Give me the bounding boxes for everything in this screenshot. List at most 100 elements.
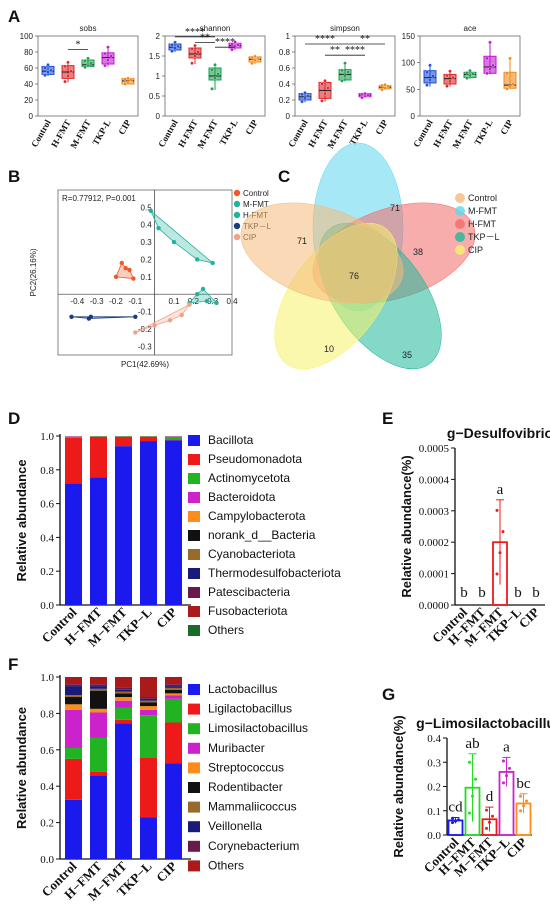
venn-legend-marker: [455, 219, 465, 229]
stacked-segment: [140, 715, 157, 758]
box-point: [106, 58, 110, 62]
pcoa-ytick-label: 0.2: [141, 255, 153, 264]
box-title: shannon: [200, 24, 231, 33]
venn-legend-marker: [455, 232, 465, 242]
box-point: [363, 91, 367, 96]
stacked-segment: [115, 723, 132, 859]
box-point: [230, 47, 234, 52]
stacked-segment: [65, 437, 82, 484]
box-point: [216, 72, 220, 76]
stacked-segment: [165, 689, 182, 694]
box-ytick-label: 0: [29, 112, 34, 121]
box-point: [103, 51, 107, 56]
stacked-segment: [90, 684, 107, 687]
stacked-segment: [90, 712, 107, 738]
bar-ylabel: Relative abundance(%): [391, 715, 406, 857]
stacked-legend-label: Veillonella: [208, 819, 262, 833]
box-title: simpson: [330, 24, 360, 33]
stacked-segment: [115, 689, 132, 692]
bar-point: [474, 777, 477, 781]
stacked-segment: [140, 698, 157, 701]
pcoa-legend-marker: [233, 233, 241, 241]
stacked-segment: [140, 817, 157, 859]
stacked-segment: [90, 686, 107, 689]
box-category-label: CIP: [116, 118, 133, 137]
bar-category-label: CIP: [516, 604, 542, 630]
stacked-ytick-label: 0.2: [40, 818, 54, 830]
stacked-segment: [90, 775, 107, 859]
box-point: [360, 92, 364, 97]
venn-legend-marker: [455, 245, 465, 255]
stacked-legend-swatch: [188, 762, 200, 774]
pcoa-legend-marker: [233, 211, 241, 219]
box-ytick-label: 0: [411, 112, 416, 121]
bar-point: [525, 799, 528, 803]
bar-title: g−Desulfovibrio: [447, 425, 550, 441]
box-point: [126, 80, 130, 85]
stacked-segment: [65, 684, 82, 687]
box-point: [320, 82, 324, 86]
box-point: [326, 86, 330, 90]
box-point: [488, 40, 492, 45]
pcoa-point: [171, 239, 177, 245]
bar-point: [522, 804, 525, 808]
stacked-segment: [115, 719, 132, 724]
box-ytick-label: 1: [156, 72, 161, 81]
venn-legend-label: TKP－L: [468, 232, 500, 242]
box-point: [210, 68, 214, 72]
box-point: [445, 73, 449, 78]
panel-label-B: B: [8, 167, 20, 186]
bar-point: [502, 759, 505, 763]
box-point: [106, 45, 110, 49]
panel-label-G: G: [382, 685, 395, 704]
box-point: [445, 84, 449, 88]
bar-point: [485, 808, 488, 812]
box-ytick-label: 60: [24, 64, 33, 73]
box-point: [190, 47, 194, 51]
pcoa-point: [179, 312, 184, 318]
stacked-segment: [140, 436, 157, 442]
bar-point: [501, 530, 505, 534]
bar-point: [457, 818, 460, 822]
bar-point: [485, 826, 488, 830]
box-significance-label: ****: [315, 34, 335, 45]
box-ytick-label: 2: [156, 32, 161, 41]
pcoa-xlabel: PC1(42.69%): [121, 360, 169, 369]
box-point: [468, 68, 472, 73]
box-point: [485, 71, 489, 76]
pcoa-point: [204, 298, 210, 304]
stacked-legend-swatch: [188, 492, 200, 503]
bar-point: [471, 794, 474, 798]
bar-point: [451, 816, 454, 820]
bar-point: [454, 819, 457, 823]
pcoa-xtick-label: 0.4: [226, 297, 238, 306]
box-point: [256, 56, 260, 61]
bar-ytick-label: 0.2: [427, 782, 441, 794]
stacked-segment: [65, 704, 82, 710]
stacked-legend-swatch: [188, 454, 200, 465]
bar-ytick-label: 0.0002: [419, 537, 449, 549]
box-point: [173, 46, 177, 50]
box-category-label: TKP-L: [90, 118, 112, 147]
pcoa-legend-label: Control: [243, 189, 269, 198]
stacked-segment: [115, 446, 132, 605]
stacked-ytick-label: 0.4: [40, 532, 54, 544]
pcoa-point: [200, 286, 206, 292]
stacked-segment: [165, 695, 182, 699]
box-point: [491, 63, 495, 68]
box-category-label: TKP-L: [347, 118, 369, 147]
stacked-ytick-label: 0.4: [40, 781, 54, 793]
bar-significance-letter: b: [532, 585, 540, 601]
pcoa-point: [113, 274, 119, 280]
venn-count-label: 71: [297, 236, 307, 246]
box-point: [303, 96, 307, 101]
pcoa-ylabel: PC2(26.16%): [29, 248, 38, 296]
bar-ytick-label: 0.0: [427, 830, 441, 842]
venn-count-label: 10: [324, 344, 334, 354]
pcoa-point: [214, 300, 219, 306]
box-point: [323, 79, 327, 83]
box-category-label: CIP: [498, 118, 515, 137]
venn-set-ellipse: [240, 202, 404, 304]
stacked-segment: [140, 706, 157, 710]
